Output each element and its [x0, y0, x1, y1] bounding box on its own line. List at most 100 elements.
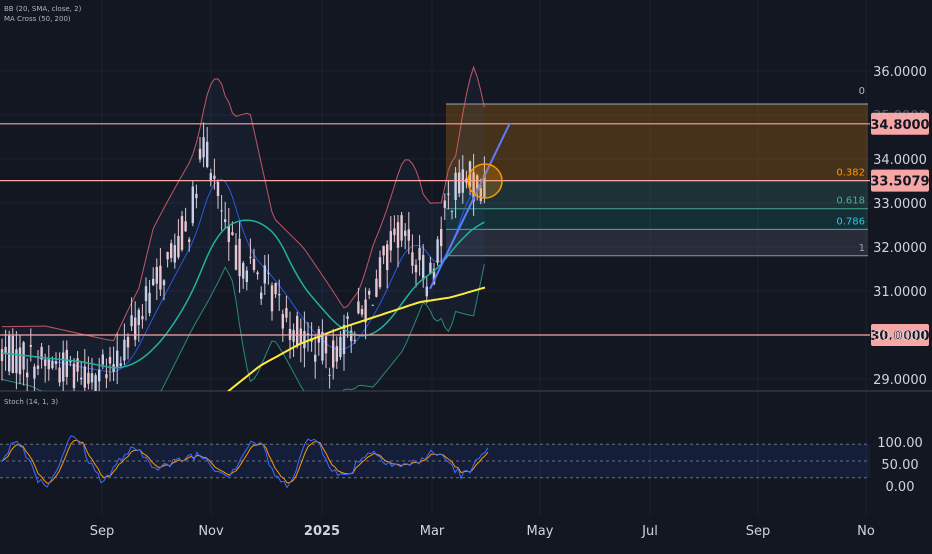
candle-body-126	[454, 172, 457, 200]
candle-body-55	[198, 148, 202, 160]
candle-body-43	[155, 267, 158, 284]
candle-body-107	[386, 244, 389, 270]
candle-13	[47, 345, 50, 381]
fib-zone-1	[446, 180, 868, 209]
bollinger-bands	[1, 65, 485, 391]
candle-16	[58, 352, 61, 387]
ma-cross-indicator-label[interactable]: MA Cross (50, 200)	[4, 15, 71, 23]
candle-body-96	[346, 316, 349, 319]
candle-body-125	[450, 210, 454, 212]
candle-body-64	[231, 232, 234, 235]
candle-58	[209, 168, 212, 187]
fib-label-0: 0	[859, 86, 865, 97]
candle-body-132	[476, 175, 479, 189]
x-tick-4: May	[527, 524, 554, 539]
candle-body-72	[260, 292, 263, 299]
candle-body-71	[256, 272, 259, 275]
candle-body-35	[126, 336, 130, 348]
stoch-indicator-label[interactable]: Stoch (14, 1, 3)	[4, 398, 59, 406]
candle-body-81	[292, 330, 295, 342]
candle-10	[36, 349, 40, 376]
candle-24	[87, 356, 90, 390]
x-tick-5: Jul	[641, 524, 658, 539]
candle-body-0	[0, 349, 4, 361]
highlight-circle	[467, 163, 503, 199]
bb-lower-line	[1, 263, 485, 391]
candle-body-7	[26, 372, 29, 378]
horizontal-levels[interactable]: 34.8000 33.5079 30.0000	[0, 112, 930, 346]
candle-body-91	[328, 374, 331, 376]
candle-102	[368, 288, 371, 300]
x-tick-0: Sep	[90, 524, 115, 539]
fib-label-3: 0.786	[836, 216, 865, 227]
drawings[interactable]	[429, 122, 511, 290]
candle-body-29	[105, 374, 108, 379]
candle-body-52	[188, 239, 191, 242]
candle-body-56	[202, 137, 205, 158]
candle-body-5	[18, 347, 22, 375]
candle-body-1	[4, 347, 7, 353]
candle-body-45	[162, 280, 166, 286]
candle-body-42	[152, 278, 155, 286]
candle-body-62	[224, 219, 227, 222]
fib-label-4: 1	[859, 243, 865, 254]
candle-body-94	[339, 336, 342, 357]
candle-90	[324, 332, 328, 369]
candle-91	[328, 367, 331, 389]
candle-body-111	[400, 215, 403, 241]
candle-body-18	[65, 349, 68, 377]
candle-46	[166, 251, 169, 268]
candle-body-20	[72, 363, 76, 389]
candle-body-87	[314, 354, 317, 362]
candle-70	[252, 248, 256, 273]
candle-body-41	[148, 292, 151, 314]
candle-127	[458, 159, 461, 198]
candle-47	[170, 239, 173, 263]
candle-18	[65, 340, 68, 385]
bb-basis-line	[1, 178, 485, 373]
candle-105	[378, 250, 382, 290]
candle-111	[400, 211, 403, 247]
candle-23	[83, 349, 86, 391]
fibonacci-retracement[interactable]: 0 0.382 0.618 0.786 1	[446, 86, 868, 257]
candle-body-25	[90, 373, 94, 383]
candle-body-15	[54, 361, 58, 364]
candle-body-83	[299, 328, 302, 343]
candle-106	[382, 245, 385, 265]
candle-72	[260, 286, 263, 305]
candle-5	[18, 335, 22, 385]
candle-87	[314, 335, 317, 379]
candle-21	[76, 351, 79, 382]
candle-45	[162, 279, 166, 301]
candle-body-38	[137, 309, 140, 326]
candle-71	[256, 270, 259, 280]
level-tag-label-1: 33.5079	[870, 175, 929, 190]
candle-66	[238, 222, 241, 293]
candle-body-22	[80, 377, 83, 380]
candle-body-117	[422, 254, 425, 280]
x-tick-7: No	[857, 524, 875, 539]
candle-85	[306, 322, 310, 352]
candle-0	[0, 338, 4, 381]
x-tick-3: Mar	[420, 524, 445, 539]
candle-94	[339, 330, 342, 360]
bb-indicator-label[interactable]: BB (20, SMA, close, 2)	[4, 5, 82, 13]
candle-body-33	[119, 363, 122, 366]
candle-body-77	[278, 293, 281, 296]
candle-body-122	[440, 228, 443, 247]
candle-body-66	[238, 238, 241, 277]
candle-69	[249, 238, 252, 265]
candle-39	[141, 304, 144, 329]
candle-29	[105, 358, 108, 389]
candle-body-21	[76, 358, 79, 372]
candle-20	[72, 358, 76, 391]
fib-label-2: 0.618	[836, 196, 865, 207]
candle-body-73	[263, 265, 266, 284]
candle-body-28	[101, 354, 104, 365]
candle-122	[440, 216, 443, 266]
candle-body-57	[206, 141, 209, 168]
candle-body-76	[274, 283, 277, 295]
candle-104	[375, 269, 378, 298]
candle-78	[281, 309, 284, 342]
